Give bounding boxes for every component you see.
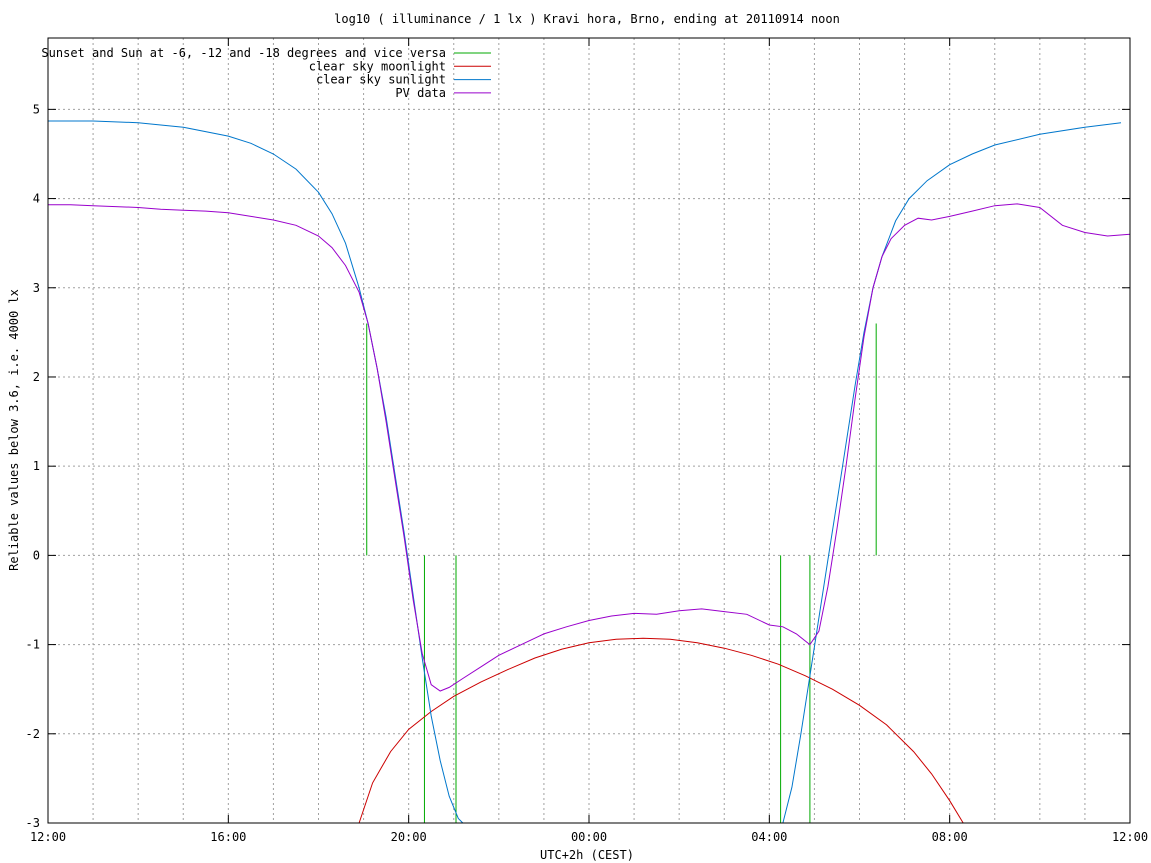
- legend-label: clear sky moonlight: [309, 59, 446, 73]
- legend-label: Sunset and Sun at -6, -12 and -18 degree…: [41, 46, 446, 60]
- x-tick-label: 12:00: [30, 830, 66, 844]
- x-tick-label: 08:00: [932, 830, 968, 844]
- legend: Sunset and Sun at -6, -12 and -18 degree…: [41, 46, 491, 100]
- sun-angle-markers: [366, 323, 877, 823]
- y-tick-label: 5: [33, 102, 40, 116]
- x-tick-label: 16:00: [210, 830, 246, 844]
- x-tick-label: 20:00: [391, 830, 427, 844]
- x-tick-label: 12:00: [1112, 830, 1148, 844]
- y-tick-label: -2: [26, 727, 40, 741]
- pv-data-curve: [48, 203, 1131, 692]
- x-tick-label: 04:00: [751, 830, 787, 844]
- y-tick-label: 2: [33, 370, 40, 384]
- grid-layer: [48, 38, 1130, 823]
- plot-frame: [47, 37, 1131, 824]
- y-axis-label: Reliable values below 3.6, i.e. 4000 lx: [7, 289, 21, 571]
- sunlight-curve: [48, 120, 1122, 824]
- chart-title: log10 ( illuminance / 1 lx ) Kravi hora,…: [334, 12, 840, 26]
- y-tick-label: 1: [33, 459, 40, 473]
- y-tick-label: 3: [33, 281, 40, 295]
- moonlight-curve: [358, 637, 964, 824]
- x-tick-label: 00:00: [571, 830, 607, 844]
- y-tick-label: -3: [26, 816, 40, 830]
- x-axis-label: UTC+2h (CEST): [540, 848, 634, 862]
- y-tick-label: -1: [26, 638, 40, 652]
- legend-label: PV data: [395, 86, 446, 100]
- y-tick-label: 0: [33, 548, 40, 562]
- series-layer: [48, 120, 1131, 824]
- y-tick-label: 4: [33, 192, 40, 206]
- legend-label: clear sky sunlight: [316, 73, 446, 87]
